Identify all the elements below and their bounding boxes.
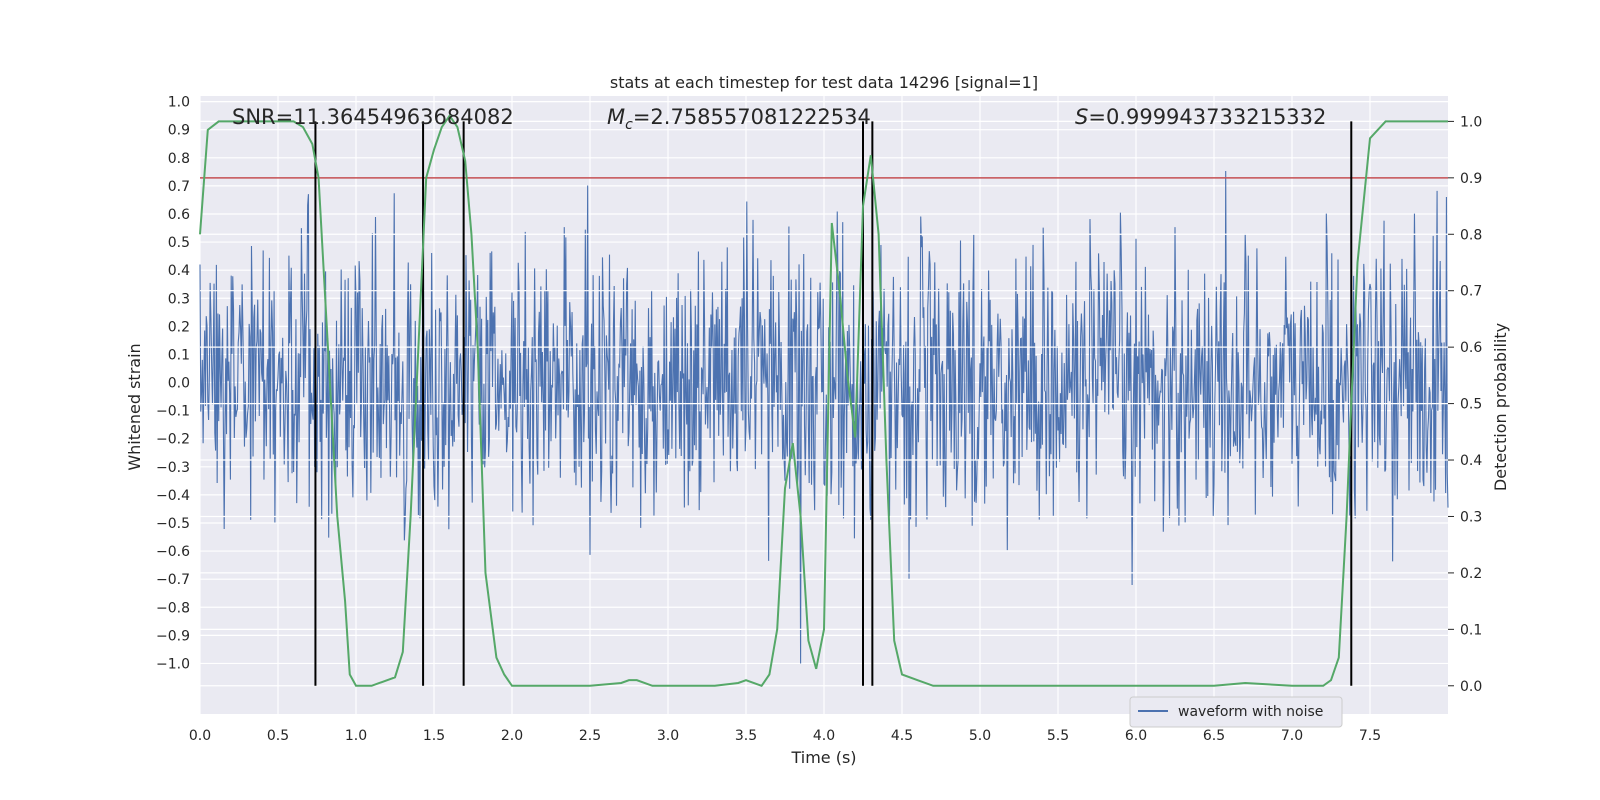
y-right-tick-label: 0.0 xyxy=(1460,679,1482,695)
chirp-mass-subscript: c xyxy=(625,117,633,133)
x-tick-label: 1.0 xyxy=(345,728,367,744)
y-right-tick-label: 0.8 xyxy=(1460,227,1482,243)
waveform-line xyxy=(199,171,1449,664)
x-tick-label: 6.5 xyxy=(1203,728,1225,744)
y-left-tick-label: −0.6 xyxy=(156,544,190,560)
y-left-tick-label: −0.4 xyxy=(156,488,190,504)
y-left-tick-label: −0.8 xyxy=(156,600,190,616)
legend-label-waveform: waveform with noise xyxy=(1178,704,1323,720)
x-tick-label: 0.5 xyxy=(267,728,289,744)
y-left-tick-label: 0.1 xyxy=(168,347,190,363)
y-right-tick-label: 0.3 xyxy=(1460,509,1482,525)
x-tick-label: 4.0 xyxy=(813,728,835,744)
y-axis-label-right: Detection probability xyxy=(1491,323,1510,491)
x-tick-label: 4.5 xyxy=(891,728,913,744)
y-left-tick-label: 0.0 xyxy=(168,376,190,392)
x-tick-labels: 0.0 0.5 1.0 1.5 2.0 2.5 3.0 3.5 4.0 4.5 5.0 5.5 6.0 6… xyxy=(189,728,1381,744)
y-right-tick-label: 0.5 xyxy=(1460,397,1482,413)
y-left-tick-label: −0.5 xyxy=(156,516,190,532)
x-axis-label: Time (s) xyxy=(790,748,856,767)
y-left-tick-label: −0.9 xyxy=(156,628,190,644)
y-left-tick-label: −0.3 xyxy=(156,460,190,476)
legend: waveform with noise xyxy=(1129,696,1343,728)
s-symbol: S xyxy=(1075,105,1088,129)
x-tick-label: 7.5 xyxy=(1359,728,1381,744)
waveform-series xyxy=(199,171,1449,664)
y-left-tick-label: 0.5 xyxy=(168,235,190,251)
snr-annotation: SNR=11.36454963684082 xyxy=(232,105,514,129)
y-right-tick-label: 0.6 xyxy=(1460,340,1482,356)
x-tick-label: 5.5 xyxy=(1047,728,1069,744)
y-left-tick-label: 0.7 xyxy=(168,179,190,195)
s-value: =0.999943733215332 xyxy=(1088,105,1326,129)
x-tick-label: 5.0 xyxy=(969,728,991,744)
y-left-tick-label: 1.0 xyxy=(168,95,190,111)
y-right-tick-label: 0.9 xyxy=(1460,171,1482,187)
detection-probability-line xyxy=(199,113,1448,687)
y-left-tick-label: 0.3 xyxy=(168,291,190,307)
y-right-tick-label: 0.4 xyxy=(1460,453,1482,469)
y-left-tick-labels: 1.0 0.9 0.8 0.7 0.6 0.5 0.4 0.3 0.2 0.1 0.0 −0.1 −0.… xyxy=(156,95,190,673)
y-right-tick-label: 0.1 xyxy=(1460,622,1482,638)
y-left-tick-label: −1.0 xyxy=(156,656,190,672)
chirp-mass-value: =2.758557081222534 xyxy=(633,105,871,129)
y-left-tick-label: −0.7 xyxy=(156,572,190,588)
y-left-tick-label: −0.1 xyxy=(156,404,190,420)
chirp-mass-symbol: M xyxy=(607,105,625,129)
x-tick-label: 2.0 xyxy=(501,728,523,744)
y-left-tick-label: 0.6 xyxy=(168,207,190,223)
x-tick-label: 1.5 xyxy=(423,728,445,744)
x-tick-label: 3.0 xyxy=(657,728,679,744)
y-axis-label-left: Whitened strain xyxy=(125,343,144,470)
x-tick-label: 7.0 xyxy=(1281,728,1303,744)
y-right-tick-label: 1.0 xyxy=(1460,114,1482,130)
x-tick-label: 6.0 xyxy=(1125,728,1147,744)
legend-box xyxy=(1129,696,1343,728)
s-annotation: S=0.999943733215332 xyxy=(1075,105,1326,129)
y-right-tick-label: 0.2 xyxy=(1460,566,1482,582)
y-right-tick-labels: 1.0 0.9 0.8 0.7 0.6 0.5 0.4 0.3 0.2 0.1 0.0 xyxy=(1448,114,1482,695)
x-tick-label: 0.0 xyxy=(189,728,211,744)
y-left-tick-label: 0.9 xyxy=(168,123,190,139)
y-left-tick-label: 0.8 xyxy=(168,151,190,167)
y-left-tick-label: 0.4 xyxy=(168,263,190,279)
chart-title: stats at each timestep for test data 142… xyxy=(610,73,1038,92)
y-right-tick-label: 0.7 xyxy=(1460,284,1482,300)
chirp-mass-annotation: Mc=2.758557081222534 xyxy=(607,105,871,133)
x-tick-label: 3.5 xyxy=(735,728,757,744)
x-tick-label: 2.5 xyxy=(579,728,601,744)
y-left-tick-label: −0.2 xyxy=(156,432,190,448)
y-left-tick-label: 0.2 xyxy=(168,319,190,335)
